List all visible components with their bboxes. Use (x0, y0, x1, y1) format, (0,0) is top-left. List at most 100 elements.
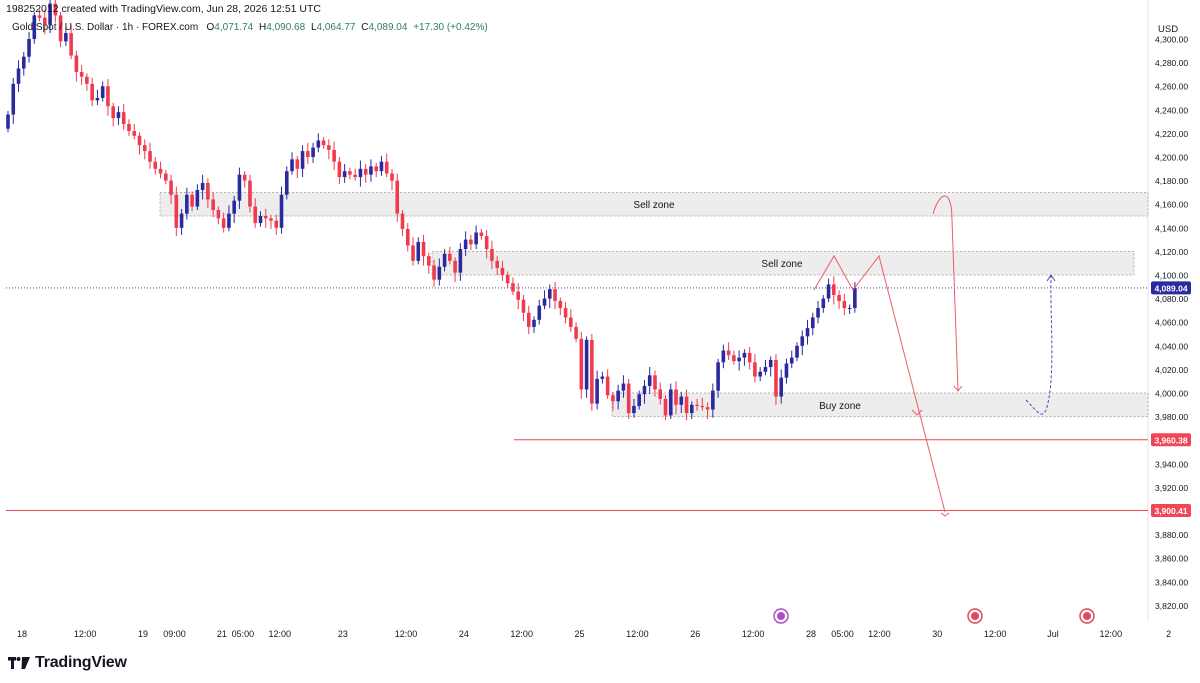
current-price-badge-bg (1151, 281, 1191, 295)
candle-body (605, 376, 610, 396)
arrowhead (940, 512, 950, 517)
candle-body (174, 194, 179, 228)
y-tick-label: 4,060.00 (1155, 318, 1188, 328)
candle-body (232, 200, 236, 214)
candle-body (668, 389, 673, 416)
candle-body (279, 194, 284, 228)
candle-body (43, 17, 47, 25)
candle-body (179, 213, 184, 228)
open-label: O (206, 22, 215, 33)
y-tick-label: 3,880.00 (1155, 530, 1188, 540)
candle-body (384, 161, 389, 174)
tradingview-brand: TradingView (35, 654, 127, 671)
candle-body (11, 83, 16, 115)
candle-body (658, 389, 663, 399)
candle-body (16, 68, 21, 84)
y-tick-label: 4,100.00 (1155, 271, 1188, 281)
candle-body (390, 173, 394, 181)
candle-body (106, 86, 110, 107)
y-tick-label: 3,940.00 (1155, 459, 1188, 469)
us-flag-event-icon-dot (971, 612, 979, 620)
tradingview-logo-icon (8, 657, 30, 669)
candle-body (779, 377, 784, 397)
candle-body (342, 171, 347, 178)
lightning-event-icon-dot (777, 612, 785, 620)
candle-body (100, 86, 105, 98)
candle-body (626, 383, 631, 414)
candle-body (816, 308, 820, 318)
candle-body (348, 171, 352, 175)
arrowhead (911, 409, 923, 416)
zone-label: Sell zone (761, 259, 803, 270)
candle-body (79, 72, 84, 77)
candle-body (700, 405, 705, 408)
candle-body (511, 283, 515, 292)
candle-body (379, 161, 384, 172)
level-badge-bg (1151, 504, 1191, 518)
candle-body (95, 98, 100, 101)
current-price-badge: 4,089.04 (1154, 283, 1187, 293)
candle-body (632, 405, 636, 414)
y-tick-label: 3,820.00 (1155, 601, 1188, 611)
candle-body (542, 298, 547, 306)
candle-body (574, 326, 578, 339)
candle-body (826, 284, 831, 299)
candle-body (500, 267, 505, 275)
candle-body (316, 140, 321, 148)
candle-body (195, 190, 200, 207)
symbol-name[interactable]: Gold Spot / U.S. Dollar · 1h · FOREX.com (12, 22, 199, 33)
x-tick-label: 12:00 (395, 629, 418, 639)
candle-body (374, 166, 378, 172)
candle-body (432, 265, 436, 280)
candle-body (537, 305, 542, 320)
candle-body (148, 151, 152, 162)
candle-body (789, 357, 794, 364)
candle-body (684, 396, 689, 414)
candle-body (190, 194, 194, 207)
candle-body (753, 362, 757, 377)
candle-body (463, 239, 468, 250)
candle-body (206, 182, 210, 200)
candle-body (453, 260, 457, 273)
candle-body (263, 216, 268, 219)
candle-body (611, 395, 615, 402)
candle-body (505, 275, 510, 284)
candle-body (300, 151, 305, 169)
close-value: 4,089.04 (368, 22, 408, 33)
candle-body (768, 359, 773, 368)
candle-body (311, 147, 315, 157)
candle-body (369, 166, 373, 175)
candle-body (679, 396, 684, 405)
currency-label[interactable]: USD (1158, 24, 1179, 35)
candle-body (448, 253, 452, 261)
candle-body (321, 140, 326, 146)
candle-body (185, 194, 189, 214)
candle-body (742, 352, 747, 358)
y-tick-label: 4,300.00 (1155, 35, 1188, 45)
candle-body (711, 390, 715, 410)
candle-body (800, 336, 805, 346)
y-tick-label: 3,840.00 (1155, 577, 1188, 587)
candle-body (763, 367, 768, 372)
candle-body (716, 362, 720, 391)
candle-body (832, 284, 836, 296)
candle-body (616, 390, 620, 402)
candle-body (590, 339, 594, 404)
candle-body (200, 182, 205, 191)
candle-body (853, 287, 857, 309)
candle-body (395, 180, 400, 214)
projection-path-main (813, 254, 946, 513)
candle-body (805, 328, 810, 337)
candle-body (121, 112, 126, 124)
y-tick-label: 4,000.00 (1155, 389, 1188, 399)
x-tick-label: 23 (338, 629, 348, 639)
candle-body (64, 33, 68, 42)
x-tick-label: 12:00 (268, 629, 291, 639)
symbol-ohlc-legend: Gold Spot / U.S. Dollar · 1h · FOREX.com… (12, 22, 488, 33)
candle-body (663, 398, 668, 416)
candle-body (69, 33, 73, 56)
candle-body (795, 345, 799, 358)
x-tick-label: 12:00 (742, 629, 765, 639)
candle-body (400, 213, 405, 229)
